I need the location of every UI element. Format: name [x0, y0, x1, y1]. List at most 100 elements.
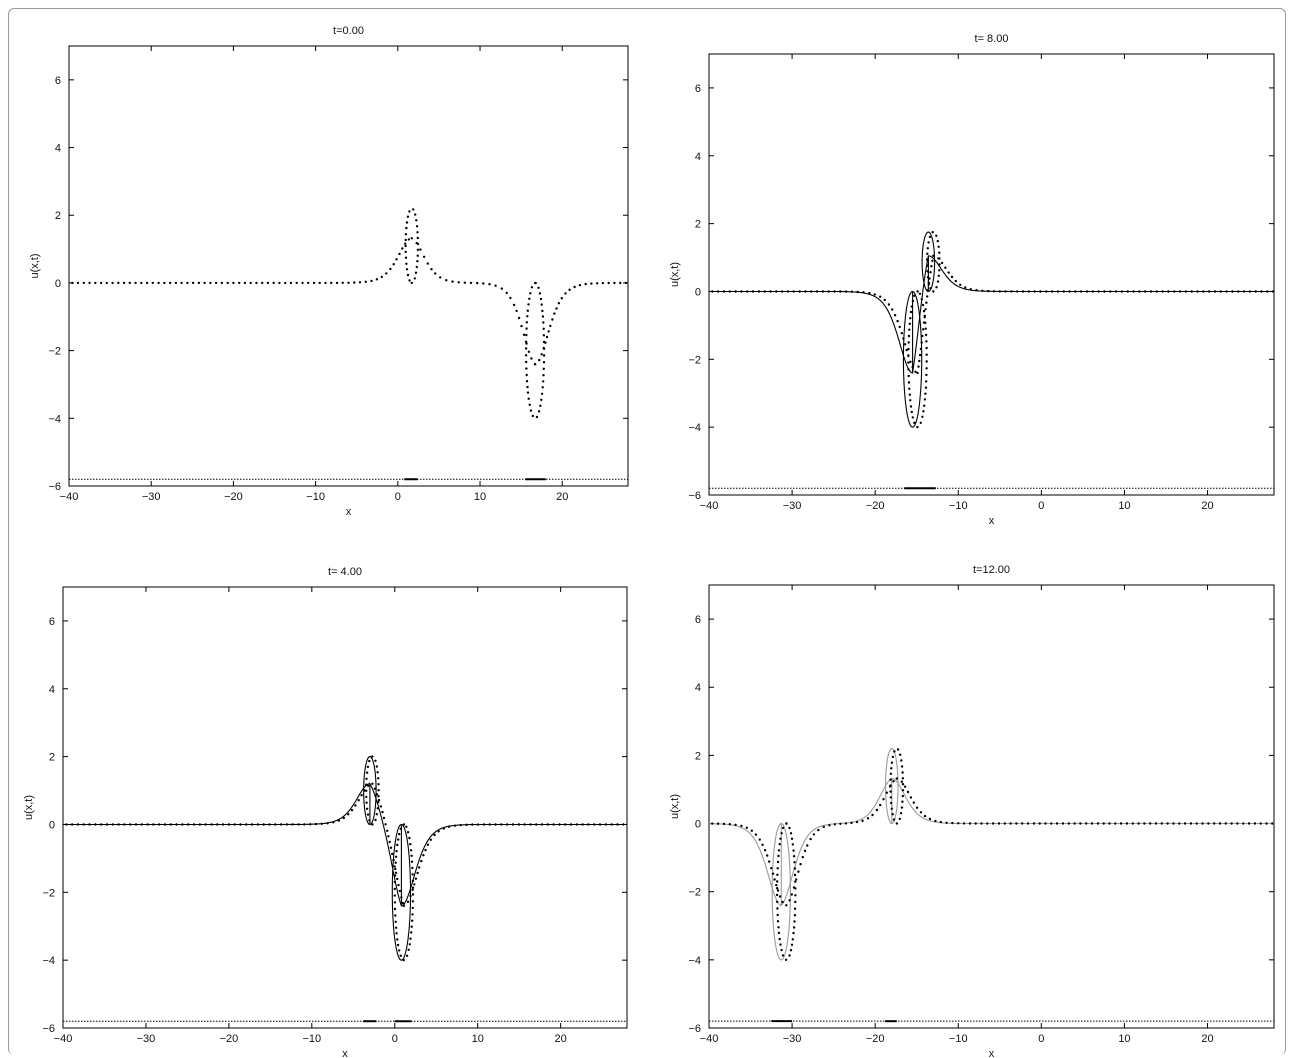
data-point — [793, 867, 797, 870]
data-point — [950, 275, 954, 279]
data-point — [564, 292, 567, 295]
data-point — [1033, 290, 1036, 293]
data-point — [376, 771, 379, 774]
data-point — [395, 850, 398, 853]
data-point — [364, 280, 367, 283]
data-point — [494, 284, 497, 287]
data-point — [192, 823, 196, 826]
data-point — [145, 281, 149, 285]
data-point — [406, 215, 410, 218]
data-point — [99, 281, 103, 285]
data-point — [415, 219, 418, 222]
data-point — [542, 354, 546, 357]
data-point — [907, 361, 910, 364]
data-point — [1126, 290, 1130, 293]
data-point — [541, 309, 544, 313]
data-point — [740, 824, 743, 828]
data-point — [410, 925, 413, 928]
data-point — [924, 333, 928, 337]
data-point — [278, 281, 281, 285]
data-point — [799, 862, 802, 866]
data-point — [555, 307, 558, 310]
data-point — [913, 294, 916, 297]
data-point — [422, 854, 425, 857]
data-point — [517, 823, 520, 826]
data-point — [1259, 822, 1262, 825]
data-point — [891, 813, 894, 816]
data-point — [268, 823, 271, 826]
data-point — [901, 777, 905, 780]
data-point — [795, 878, 798, 881]
data-point — [937, 274, 940, 277]
y-tick-label: 2 — [695, 750, 701, 762]
y-tick-label: −2 — [688, 354, 701, 366]
data-point — [1074, 290, 1077, 293]
data-point — [613, 281, 616, 285]
data-point — [919, 421, 922, 424]
data-point — [798, 290, 801, 293]
data-point — [634, 823, 636, 825]
x-tick-label: 0 — [1038, 500, 1044, 512]
data-point — [542, 346, 545, 350]
data-point — [1038, 822, 1041, 825]
data-point — [404, 233, 408, 236]
y-tick-label: 6 — [695, 83, 701, 95]
data-point — [538, 292, 542, 295]
data-point — [969, 288, 972, 291]
x-tick-label: 20 — [1201, 500, 1213, 512]
data-point — [1278, 290, 1280, 292]
data-point — [1266, 290, 1269, 293]
data-point — [353, 281, 356, 284]
data-point — [404, 238, 407, 242]
data-point — [70, 823, 74, 826]
data-point — [367, 784, 370, 787]
x-tick-label: −30 — [137, 1033, 156, 1045]
data-point — [925, 346, 928, 350]
data-point — [525, 321, 529, 324]
data-point — [734, 823, 737, 826]
data-point — [931, 231, 934, 234]
data-point — [926, 295, 929, 298]
data-point — [789, 949, 793, 952]
data-point — [776, 913, 779, 917]
data-point — [773, 878, 776, 881]
data-point — [925, 360, 928, 363]
data-point — [908, 322, 911, 325]
data-point — [174, 281, 178, 285]
data-point — [500, 823, 503, 826]
data-point — [1138, 290, 1141, 293]
data-point — [476, 823, 480, 826]
data-point — [777, 931, 781, 935]
data-point — [1004, 290, 1007, 293]
data-point — [539, 297, 543, 301]
data-point — [722, 822, 726, 826]
data-point — [526, 385, 529, 389]
data-point — [584, 282, 587, 286]
data-point — [163, 823, 167, 826]
data-point — [511, 823, 515, 826]
data-point — [262, 823, 265, 826]
data-point — [1248, 290, 1252, 293]
data-point — [540, 353, 543, 356]
data-point — [88, 823, 91, 826]
data-point — [526, 315, 529, 318]
data-point — [901, 800, 904, 803]
data-point — [266, 281, 270, 285]
data-point — [1219, 290, 1223, 293]
data-point — [272, 281, 275, 285]
data-point — [778, 895, 782, 898]
data-point — [716, 290, 720, 293]
y-axis-label: u(x,t) — [23, 795, 35, 820]
data-point — [397, 883, 400, 887]
data-point — [1237, 290, 1240, 293]
data-point — [151, 281, 154, 285]
data-point — [546, 823, 549, 826]
data-point — [781, 954, 785, 957]
data-point — [964, 286, 967, 289]
data-point — [911, 299, 915, 303]
data-point — [365, 777, 368, 780]
series-line-exact — [63, 756, 627, 961]
data-point — [410, 237, 413, 240]
data-point — [357, 799, 360, 802]
data-point — [992, 822, 995, 825]
